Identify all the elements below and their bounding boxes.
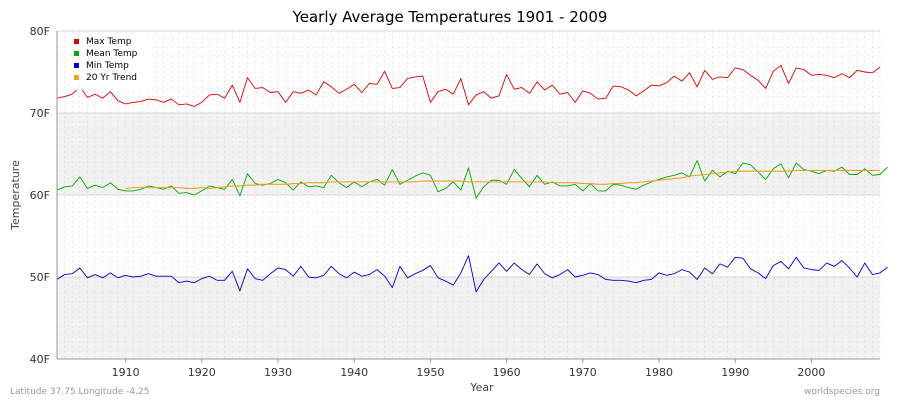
footer-source: worldspecies.org — [804, 387, 880, 397]
legend-label-mean-temp: Mean Temp — [86, 49, 138, 59]
series-line-mean-temp — [56, 160, 888, 199]
axes: 40F 50F 60F 70F 80F 1910 1920 1930 1940 1950 1960 1… — [30, 25, 880, 379]
x-tick-label: 2000 — [797, 366, 825, 379]
series-line-min-temp — [56, 255, 888, 293]
x-tick-label: 1920 — [188, 366, 216, 379]
footer-coordinates: Latitude 37.75 Longitude -4.25 — [10, 387, 149, 397]
series-line-20-yr-trend — [125, 169, 880, 189]
x-tick-label: 1970 — [569, 366, 597, 379]
x-tick-label: 1990 — [721, 366, 749, 379]
x-axis-label: Year — [469, 381, 494, 394]
y-tick-label: 40F — [30, 353, 50, 366]
series-lines — [56, 64, 888, 293]
legend-box — [67, 35, 151, 90]
legend-swatch-max-temp — [74, 39, 79, 44]
y-tick-label: 70F — [30, 107, 50, 120]
x-tick-label: 1960 — [493, 366, 521, 379]
x-tick-label: 1950 — [416, 366, 444, 379]
y-tick-label: 50F — [30, 271, 50, 284]
legend: Max Temp Mean Temp Min Temp 20 Yr Trend — [67, 35, 151, 90]
grid-lines — [56, 30, 881, 360]
legend-swatch-20-yr-trend — [74, 75, 79, 80]
x-tick-label: 1980 — [645, 366, 673, 379]
legend-label-20-yr-trend: 20 Yr Trend — [86, 73, 137, 83]
y-tick-label: 60F — [30, 189, 50, 202]
chart-title: Yearly Average Temperatures 1901 - 2009 — [292, 8, 608, 26]
legend-label-min-temp: Min Temp — [86, 61, 129, 71]
legend-swatch-mean-temp — [74, 51, 79, 56]
x-tick-label: 1910 — [112, 366, 140, 379]
legend-label-max-temp: Max Temp — [86, 37, 132, 47]
y-axis-label: Temperature — [9, 160, 22, 231]
x-tick-label: 1930 — [264, 366, 292, 379]
legend-swatch-min-temp — [74, 63, 79, 68]
series-line-max-temp — [56, 64, 881, 107]
y-tick-label: 80F — [30, 25, 50, 38]
x-tick-label: 1940 — [340, 366, 368, 379]
